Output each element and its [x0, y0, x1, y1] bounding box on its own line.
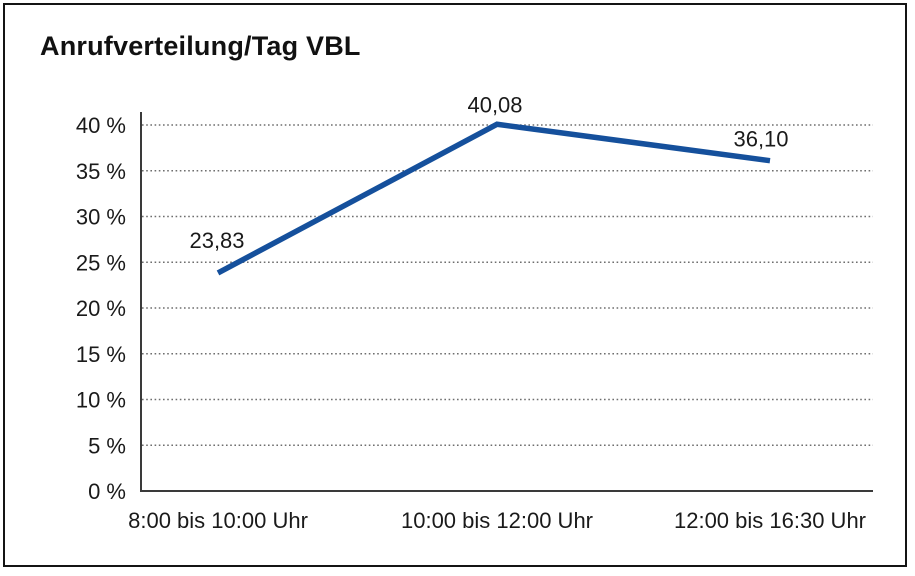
x-axis-category-label: 10:00 bis 12:00 Uhr: [401, 508, 593, 533]
y-axis-tick-label: 35 %: [76, 159, 126, 184]
data-point-label: 23,83: [189, 228, 244, 253]
y-axis-tick-label: 5 %: [88, 433, 126, 458]
y-axis-tick-label: 30 %: [76, 205, 126, 230]
y-axis-tick-label: 20 %: [76, 296, 126, 321]
data-series-line: [216, 121, 771, 276]
data-point-label: 40,08: [467, 92, 522, 117]
data-point-label: 36,10: [733, 127, 788, 152]
y-axis-tick-label: 40 %: [76, 113, 126, 138]
y-axis-tick-label: 15 %: [76, 342, 126, 367]
y-axis-tick-label: 10 %: [76, 388, 126, 413]
chart-frame-border: [3, 3, 907, 567]
y-axis-tick-label: 25 %: [76, 250, 126, 275]
x-axis-category-label: 12:00 bis 16:30 Uhr: [674, 508, 866, 533]
y-axis-tick-label: 0 %: [88, 479, 126, 504]
x-axis-category-label: 8:00 bis 10:00 Uhr: [128, 508, 308, 533]
chart-title: Anrufverteilung/Tag VBL: [40, 31, 361, 61]
